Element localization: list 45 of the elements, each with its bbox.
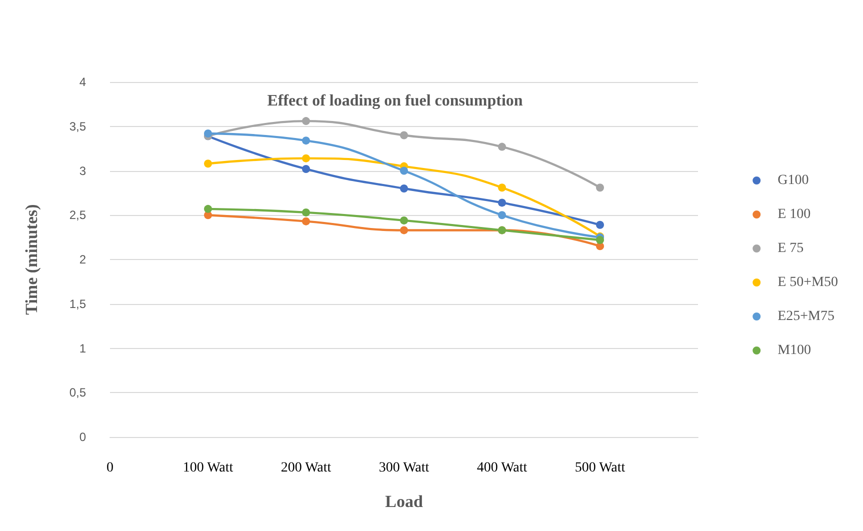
- y-tick-label: 0: [79, 430, 86, 444]
- legend-label: G100: [778, 173, 809, 188]
- y-tick-label: 0,5: [69, 386, 86, 400]
- x-tick-label: 0: [106, 460, 114, 476]
- point: [204, 204, 212, 213]
- x-axis-title: Load: [385, 492, 424, 511]
- x-tick-label: 100 Watt: [182, 460, 234, 476]
- y-tick-label: 1: [79, 341, 86, 356]
- x-tick-label: 200 Watt: [280, 460, 332, 476]
- point: [596, 184, 604, 192]
- point: [302, 117, 310, 126]
- point: [400, 226, 408, 234]
- y-tick-label: 3,5: [69, 119, 86, 134]
- point: [400, 216, 408, 224]
- point: [596, 236, 604, 244]
- point: [302, 164, 310, 173]
- legend-label: E 50+M50: [778, 275, 838, 290]
- point: [498, 198, 506, 207]
- text: Effect of loading on fuel consumption: [267, 92, 523, 110]
- y-axis-title: Time (minutes): [22, 204, 41, 315]
- legend-label: E 100: [778, 207, 811, 222]
- x-tick-label: 300 Watt: [378, 460, 430, 476]
- legend-label: E 75: [778, 241, 804, 256]
- point: [302, 136, 310, 145]
- point: [400, 131, 408, 140]
- y-tick-label: 2,5: [69, 208, 86, 222]
- y-tick-label: 1,5: [69, 296, 86, 311]
- point: [204, 160, 212, 168]
- point: [498, 184, 506, 192]
- x-tick-label: 500 Watt: [574, 460, 626, 476]
- point: [498, 211, 506, 220]
- y-tick-label: 2: [79, 252, 86, 266]
- point: [302, 208, 310, 216]
- legend-label: M100: [778, 343, 812, 358]
- point: [596, 220, 604, 229]
- y-tick-label: 3: [79, 164, 86, 178]
- y-tick-label: 4: [79, 75, 86, 89]
- point: [204, 129, 212, 138]
- point: [498, 142, 506, 151]
- point: [302, 217, 310, 226]
- point: [400, 166, 408, 175]
- legend-label: E25+M75: [778, 309, 835, 324]
- point: [302, 154, 310, 162]
- x-tick-label: 400 Watt: [476, 460, 528, 476]
- point: [400, 184, 408, 192]
